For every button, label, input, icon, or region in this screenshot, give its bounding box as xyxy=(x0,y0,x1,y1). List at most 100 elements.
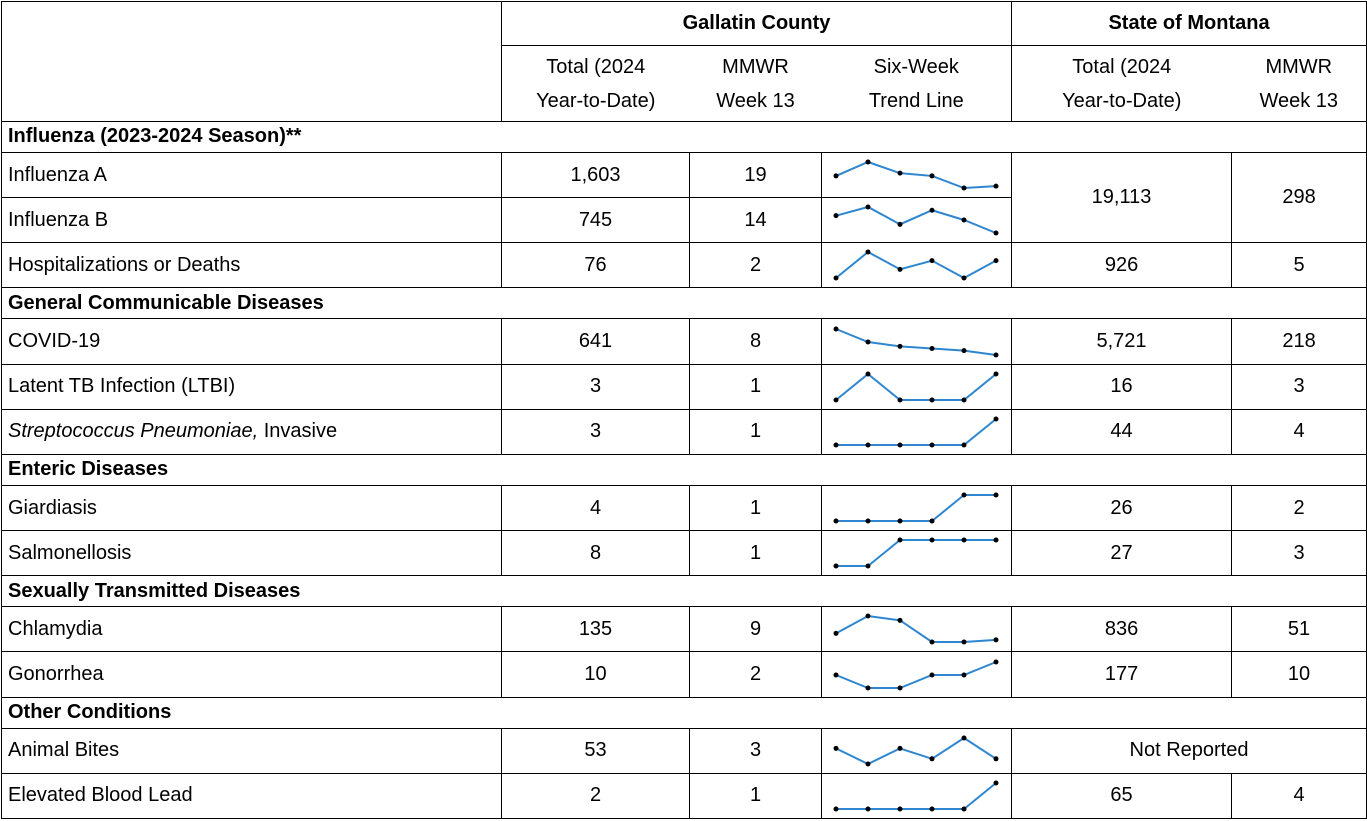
trend-path xyxy=(836,418,997,446)
county-total: 745 xyxy=(501,197,690,244)
row-label-italic: Streptococcus Pneumoniae, xyxy=(8,420,259,443)
column-header-line: Six-Week xyxy=(873,55,959,78)
section-row: Influenza (2023-2024 Season)** xyxy=(0,121,1367,153)
trend-point xyxy=(993,780,999,786)
trend-cell xyxy=(820,242,1013,289)
row-label: Streptococcus Pneumoniae, Invasive xyxy=(1,408,502,455)
county-week: 9 xyxy=(689,606,822,653)
county-total: 1,603 xyxy=(501,151,690,199)
column-header-line: Total (2024 xyxy=(546,55,646,78)
trend-line xyxy=(833,492,999,524)
county-week: 1 xyxy=(689,772,822,820)
row-label: Chlamydia xyxy=(1,606,502,653)
trend-path xyxy=(835,327,997,356)
row-label-text: Animal Bites xyxy=(8,739,120,762)
section-title: Influenza (2023-2024 Season)** xyxy=(0,121,1367,153)
state-total: 65 xyxy=(1011,772,1233,820)
trend-point xyxy=(929,537,935,543)
trend-point xyxy=(929,173,935,179)
column-header-line: Week 13 xyxy=(1259,89,1339,112)
trend-cell xyxy=(820,151,1013,199)
trend-point xyxy=(929,397,935,403)
county-week: 2 xyxy=(689,242,822,289)
data-row: Influenza A 1,603 19 19,113 298 xyxy=(1,151,1367,244)
data-row: Giardiasis 4 1 26 2 xyxy=(1,484,1367,532)
trend-point xyxy=(993,637,999,643)
row-label-text: Giardiasis xyxy=(8,496,97,519)
county-week: 14 xyxy=(689,197,822,244)
trend-point xyxy=(897,170,903,176)
trend-cell xyxy=(820,530,1013,577)
trend-point xyxy=(833,631,839,637)
trend-point xyxy=(961,442,967,448)
trend-point xyxy=(929,755,935,761)
trend-point xyxy=(929,639,935,645)
trend-point xyxy=(865,159,871,165)
column-header: Total (2024 Year-to-Date) xyxy=(501,45,690,122)
trend-point xyxy=(993,492,999,498)
trend-path xyxy=(835,160,997,190)
county-week: 1 xyxy=(689,408,822,455)
trend-point xyxy=(833,397,839,403)
trend-point xyxy=(897,745,903,751)
row-label: Hospitalizations or Deaths xyxy=(1,242,502,289)
section-title: Other Conditions xyxy=(0,696,1367,729)
trend-point xyxy=(993,537,999,543)
row-label: Animal Bites xyxy=(1,727,502,774)
row-label: Giardiasis xyxy=(1,484,502,532)
trend-cell xyxy=(820,772,1013,820)
trend-cell xyxy=(820,318,1013,365)
county-total: 10 xyxy=(501,651,690,698)
trend-cell xyxy=(820,651,1013,698)
county-week: 3 xyxy=(689,727,822,774)
trend-path xyxy=(835,736,997,765)
trend-path xyxy=(836,782,997,810)
section-title: General Communicable Diseases xyxy=(0,287,1367,320)
state-week: 4 xyxy=(1231,772,1367,820)
group-header: State of Montana xyxy=(1011,1,1367,46)
data-row: Chlamydia 135 9 836 51 xyxy=(1,606,1367,653)
trend-cell xyxy=(820,197,1013,244)
trend-point xyxy=(833,518,839,524)
trend-point xyxy=(929,345,935,351)
trend-point xyxy=(897,343,903,349)
state-total: 836 xyxy=(1011,606,1233,653)
column-header-line: Trend Line xyxy=(868,89,964,112)
county-total: 76 xyxy=(501,242,690,289)
county-total: 3 xyxy=(501,363,690,410)
trend-point xyxy=(897,267,903,273)
county-total: 2 xyxy=(501,772,690,820)
trend-path xyxy=(835,372,997,401)
trend-point xyxy=(865,806,871,812)
trend-line xyxy=(833,613,999,645)
state-total: 26 xyxy=(1011,484,1233,532)
trend-point xyxy=(961,347,967,353)
corner-cell xyxy=(1,1,502,122)
trend-point xyxy=(833,745,839,751)
section-row: Other Conditions xyxy=(0,696,1367,729)
row-label: Influenza B xyxy=(1,197,502,244)
trend-point xyxy=(865,685,871,690)
row-label-text: Chlamydia xyxy=(8,617,103,640)
state-week: 4 xyxy=(1231,408,1367,455)
trend-point xyxy=(897,442,903,448)
county-total: 641 xyxy=(501,318,690,365)
trend-point xyxy=(961,537,967,543)
trend-cell xyxy=(820,363,1013,410)
trend-point xyxy=(833,442,839,448)
state-week: 51 xyxy=(1231,606,1367,653)
row-label: Influenza A xyxy=(1,151,502,199)
trend-path xyxy=(835,206,997,235)
trend-path xyxy=(835,251,997,280)
data-row: Latent TB Infection (LTBI) 3 1 16 3 xyxy=(1,363,1367,410)
trend-point xyxy=(897,518,903,524)
trend-point xyxy=(833,213,839,219)
row-label-text: Invasive xyxy=(258,420,338,443)
row-label: Gonorrhea xyxy=(1,651,502,698)
state-total: 177 xyxy=(1011,651,1233,698)
state-total: 5,721 xyxy=(1011,318,1233,365)
trend-point xyxy=(993,659,999,664)
row-label-text: Influenza A xyxy=(8,163,107,186)
row-label: Elevated Blood Lead xyxy=(1,772,502,820)
